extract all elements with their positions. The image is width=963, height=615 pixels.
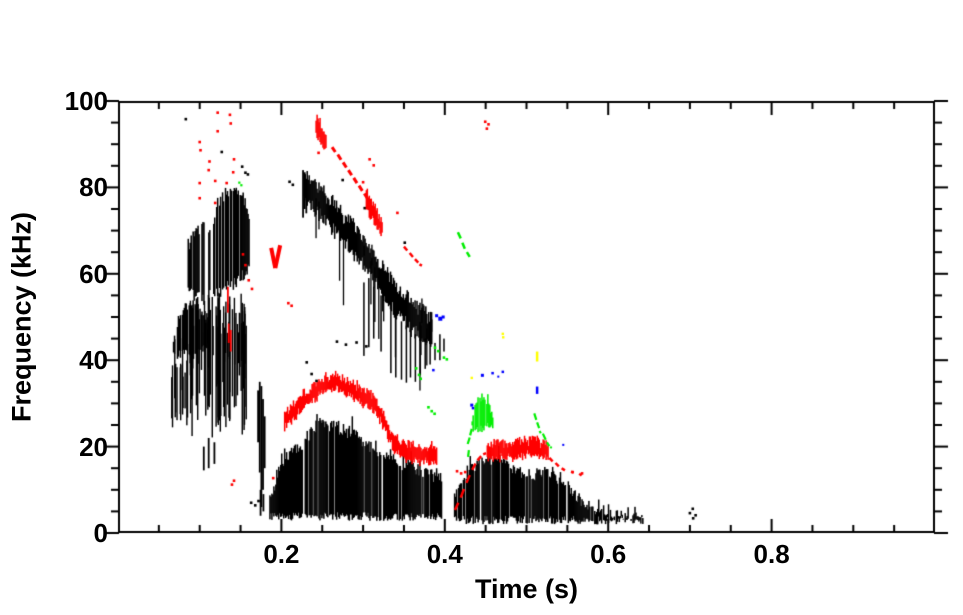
y-tick-label: 0 — [93, 518, 108, 548]
y-tick-label: 60 — [79, 258, 108, 289]
x-axis-title: Time (s) — [474, 574, 579, 604]
x-tick-label: 0.8 — [753, 539, 790, 569]
x-tick-label: 0.2 — [263, 539, 300, 569]
y-axis-title: Frequency (kHz) — [6, 211, 37, 423]
x-tick-label: 0.6 — [590, 539, 627, 569]
x-tick-label: 0.4 — [426, 539, 463, 569]
y-tick-label: 40 — [79, 345, 108, 376]
y-tick-label: 20 — [79, 431, 108, 462]
y-tick-label: 100 — [64, 86, 108, 116]
y-tick-label: 80 — [79, 172, 108, 203]
